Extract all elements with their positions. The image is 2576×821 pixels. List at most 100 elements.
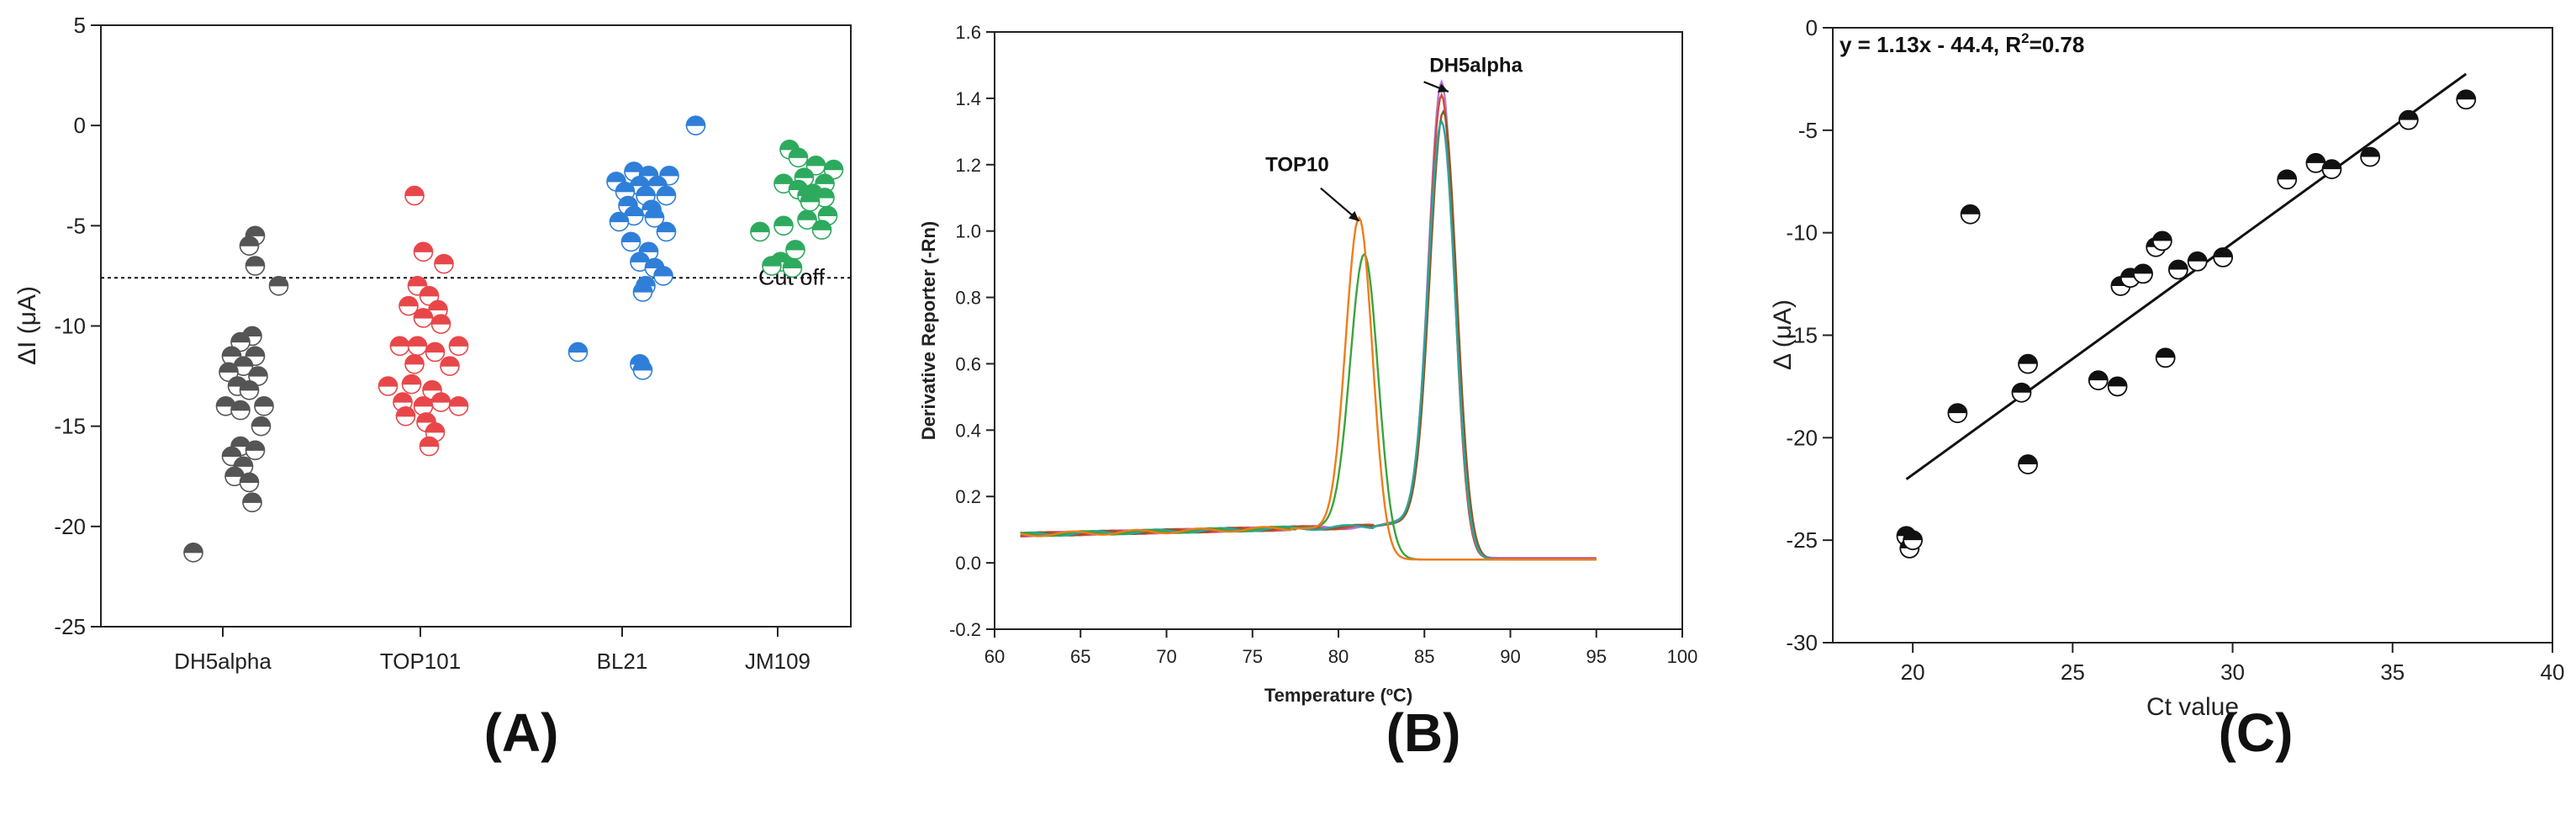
panel-c: 0 -5 -10 -15 -20 -25 -30 20 25 30 35 40 y = 1.13x … [1769,15,2564,763]
data-point [609,211,630,232]
y-tick-label: -5 [1798,118,1818,143]
data-point [2018,454,2038,474]
data-point [2151,230,2172,252]
y-axis-label: Derivative Reporter (-Rn) [918,221,939,440]
x-tick-label: 75 [1243,646,1263,667]
y-tick-label: -30 [1786,630,1818,655]
y-tick-label: -0.2 [949,619,981,640]
x-tick-label: 25 [2061,659,2085,685]
data-point [773,215,794,236]
data-point [2167,259,2188,280]
x-tick-label: 30 [2220,659,2245,685]
y-tick-label: 0 [1806,15,1818,40]
data-point [230,331,251,352]
data-point [183,543,203,563]
data-point [239,236,260,256]
y-tick-label: 0.8 [955,288,981,309]
y-tick-label: 0.0 [955,553,981,574]
data-point [797,209,817,230]
data-point [656,221,677,242]
data-point [653,266,673,286]
data-point [401,373,422,395]
data-point [407,336,428,357]
x-tick-label: 100 [1667,646,1698,667]
y-tick-label: 1.2 [955,155,981,176]
data-point [215,396,236,416]
panel-b: -0.2 0.0 0.2 0.4 0.6 0.8 1.0 1.2 1.4 1.6 60 65 70 75… [918,22,1697,763]
data-point [632,282,653,302]
data-point [404,353,425,374]
y-tick-label: 0.4 [955,420,981,441]
data-point [1947,403,1968,423]
x-tick-label: DH5alpha [174,649,272,674]
data-point [404,185,425,206]
data-point [413,396,434,416]
data-point [230,400,251,421]
y-tick-label: 1.0 [955,221,981,242]
x-tick-label: 20 [1901,659,1925,685]
data-point [2398,109,2419,130]
data-point [644,207,665,228]
y-tick-label: -20 [54,514,86,539]
data-point [245,256,266,276]
x-tick-label: 80 [1328,646,1349,667]
data-point [413,241,434,262]
data-point [2321,159,2342,180]
equation-tail: =0.78 [2030,32,2085,57]
data-point [782,257,803,278]
x-tick-label: JM109 [745,649,810,674]
equation-superscript: 2 [2021,30,2029,46]
melt-curve [1020,215,1597,561]
y-tick-label: -5 [66,213,86,238]
data-point [2011,382,2032,403]
data-point [620,231,641,252]
y-tick-label: 0 [74,113,86,138]
data-point [419,285,440,306]
panel-label-c: (C) [2219,702,2294,763]
data-point [805,156,826,176]
x-axis-label: Ct value [2146,693,2239,721]
data-point [448,396,469,416]
y-tick-label: 1.6 [955,22,981,43]
data-point [413,308,434,328]
y-tick-label: -25 [54,614,86,639]
data-point [268,276,289,296]
data-point [245,440,266,461]
data-point [811,220,832,240]
data-point [395,405,416,426]
panel-a: 5 0 -5 -10 -15 -20 -25 DH5alpha TOP101 BL21 JM109… [13,13,852,763]
x-tick-label: 65 [1070,646,1090,667]
data-point [248,366,268,386]
x-tick-label: 85 [1414,646,1434,667]
data-point [788,147,809,168]
data-point [254,396,274,416]
y-tick-label: -15 [54,414,86,439]
regression-equation: y = 1.13x - 44.4, R2=0.78 [1840,30,2084,57]
data-point [389,336,410,357]
y-tick-label: -10 [54,314,86,339]
data-point [233,356,254,376]
x-tick-label: TOP101 [380,649,461,674]
data-point [632,360,653,380]
x-tick-label: 35 [2380,659,2404,685]
y-tick-label: -25 [1786,527,1818,553]
peak-annotation: DH5alpha [1429,54,1523,77]
data-point [1903,530,1924,551]
data-point [2360,146,2381,167]
y-axis-label: Δ (μA) [1769,299,1797,370]
x-tick-label: BL21 [597,649,648,674]
data-point [2187,251,2208,272]
data-point [2107,376,2128,397]
data-point [656,185,677,206]
data-point [425,342,446,363]
y-tick-label: -10 [1786,220,1818,246]
panel-label-b: (B) [1386,702,1461,763]
data-point [624,205,644,226]
data-point [785,240,805,260]
data-point [251,416,272,437]
regression-line [1905,72,2468,480]
data-point [242,492,262,513]
data-point [1960,204,1981,225]
data-point [434,253,454,274]
